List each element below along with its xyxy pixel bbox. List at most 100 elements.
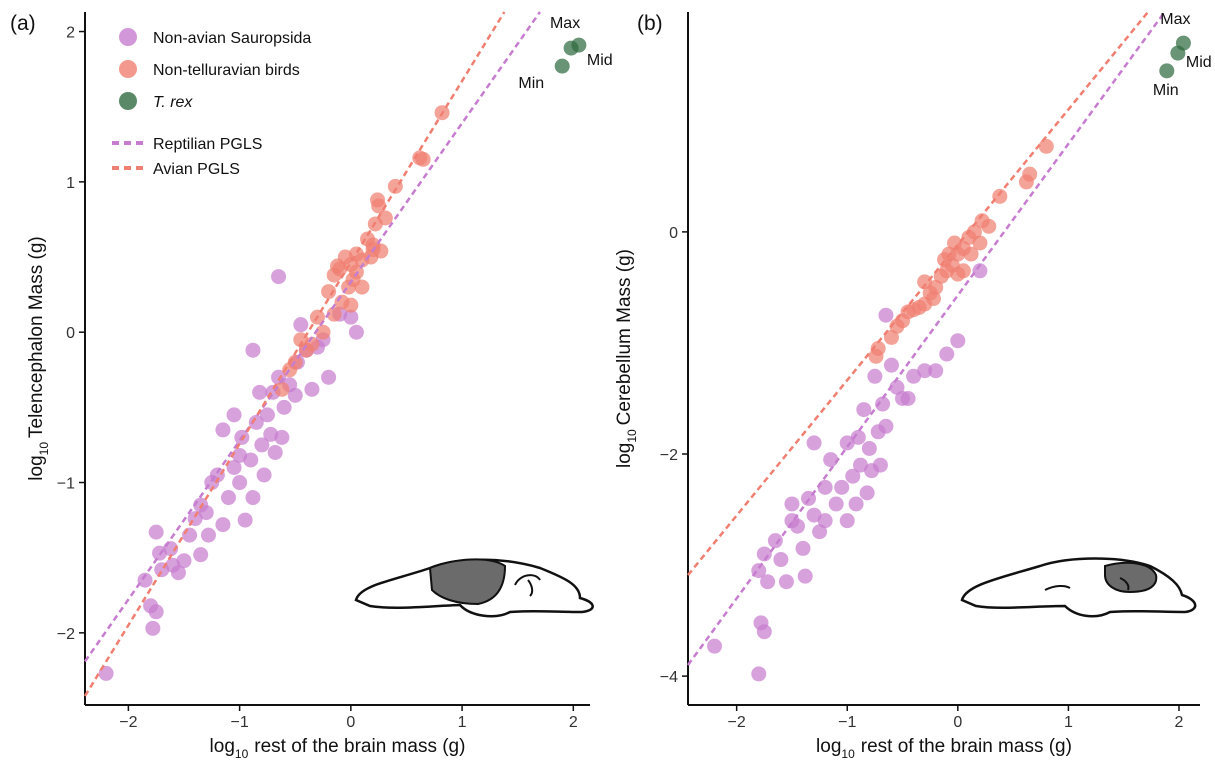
point [817,513,833,529]
point-label: Max [550,15,580,32]
y-tick-label: 0 [669,225,678,242]
point [961,229,977,245]
point [756,546,772,562]
y-label-log: log [614,443,635,468]
legend-label: Non-avian Sauropsida [153,30,311,47]
x-label-text: rest of the brain mass (g) [861,736,1072,757]
legend-marker [119,28,137,46]
point [287,387,303,403]
point [806,435,822,451]
x-axis-label: log10 rest of the brain mass (g) [210,736,466,761]
point [248,414,264,430]
point [823,452,839,468]
legend-label: T. rex [153,94,193,111]
point [276,399,292,415]
brain-icon-b [960,557,1197,618]
point [848,496,864,512]
x-tick-label: 1 [1064,714,1073,731]
x-tick-label: 2 [1175,714,1184,731]
point [875,396,891,412]
point [215,422,231,438]
point [947,235,963,251]
point [839,435,855,451]
point [554,58,570,74]
point [878,307,894,323]
point [861,440,877,456]
point [859,485,875,501]
y-tick-label: −2 [57,626,75,643]
point-label: Mid [587,52,613,69]
point [274,429,290,445]
x-tick-label: −2 [119,714,137,731]
point [963,246,979,262]
point [245,342,261,358]
y-label-base: 10 [625,429,639,443]
point [972,263,988,279]
point [939,346,955,362]
point [933,268,949,284]
y-label-log: log [26,455,47,480]
point [853,457,869,473]
panel-label: (a) [10,12,36,35]
point [707,638,723,654]
x-axis-label: log10 rest of the brain mass (g) [816,736,1072,761]
point-label: Min [1153,82,1179,99]
point [371,198,387,214]
point [917,363,933,379]
point [267,444,283,460]
point [906,368,922,384]
x-label-log: log [816,736,841,757]
y-axis-label: log10 Telencephalon Mass (g) [26,236,51,480]
point [845,468,861,484]
point [850,429,866,445]
point [193,547,209,563]
point [252,384,268,400]
y-label-text: Telencephalon Mass (g) [26,236,47,438]
legend-label: Avian PGLS [153,161,240,178]
x-label-text: rest of the brain mass (g) [254,736,465,757]
point [330,258,345,274]
x-label-log: log [210,736,235,757]
point [928,363,944,379]
point [795,540,811,556]
point [571,37,587,53]
point [883,357,899,373]
point [797,568,813,584]
point [900,390,916,406]
point [326,306,342,322]
point [817,479,833,495]
point [834,479,850,495]
point [200,527,216,543]
point [220,490,236,506]
point [950,266,966,282]
point [254,437,270,453]
point [304,381,320,397]
point [271,269,287,285]
point [343,297,359,313]
point [883,329,899,345]
point [215,517,231,533]
x-tick-label: −1 [838,714,856,731]
x-tick-label: 0 [953,714,962,731]
point [917,274,933,290]
point [856,402,872,418]
point [256,467,272,483]
point [232,447,248,463]
point [354,279,370,295]
y-tick-label: −4 [660,669,678,686]
point [878,418,894,434]
point [1038,138,1054,154]
point-label: Max [1160,11,1190,28]
point [922,285,938,301]
point [784,496,800,512]
point-label: Mid [1186,54,1212,71]
y-tick-label: 0 [66,325,75,342]
x-tick-label: 0 [346,714,355,731]
x-tick-label: 1 [458,714,467,731]
point [751,666,767,682]
y-label-text: Cerebellum Mass (g) [614,249,635,425]
point [143,598,159,614]
x-label-base: 10 [841,747,855,761]
brain-icon-a [354,558,594,618]
point [321,369,337,385]
